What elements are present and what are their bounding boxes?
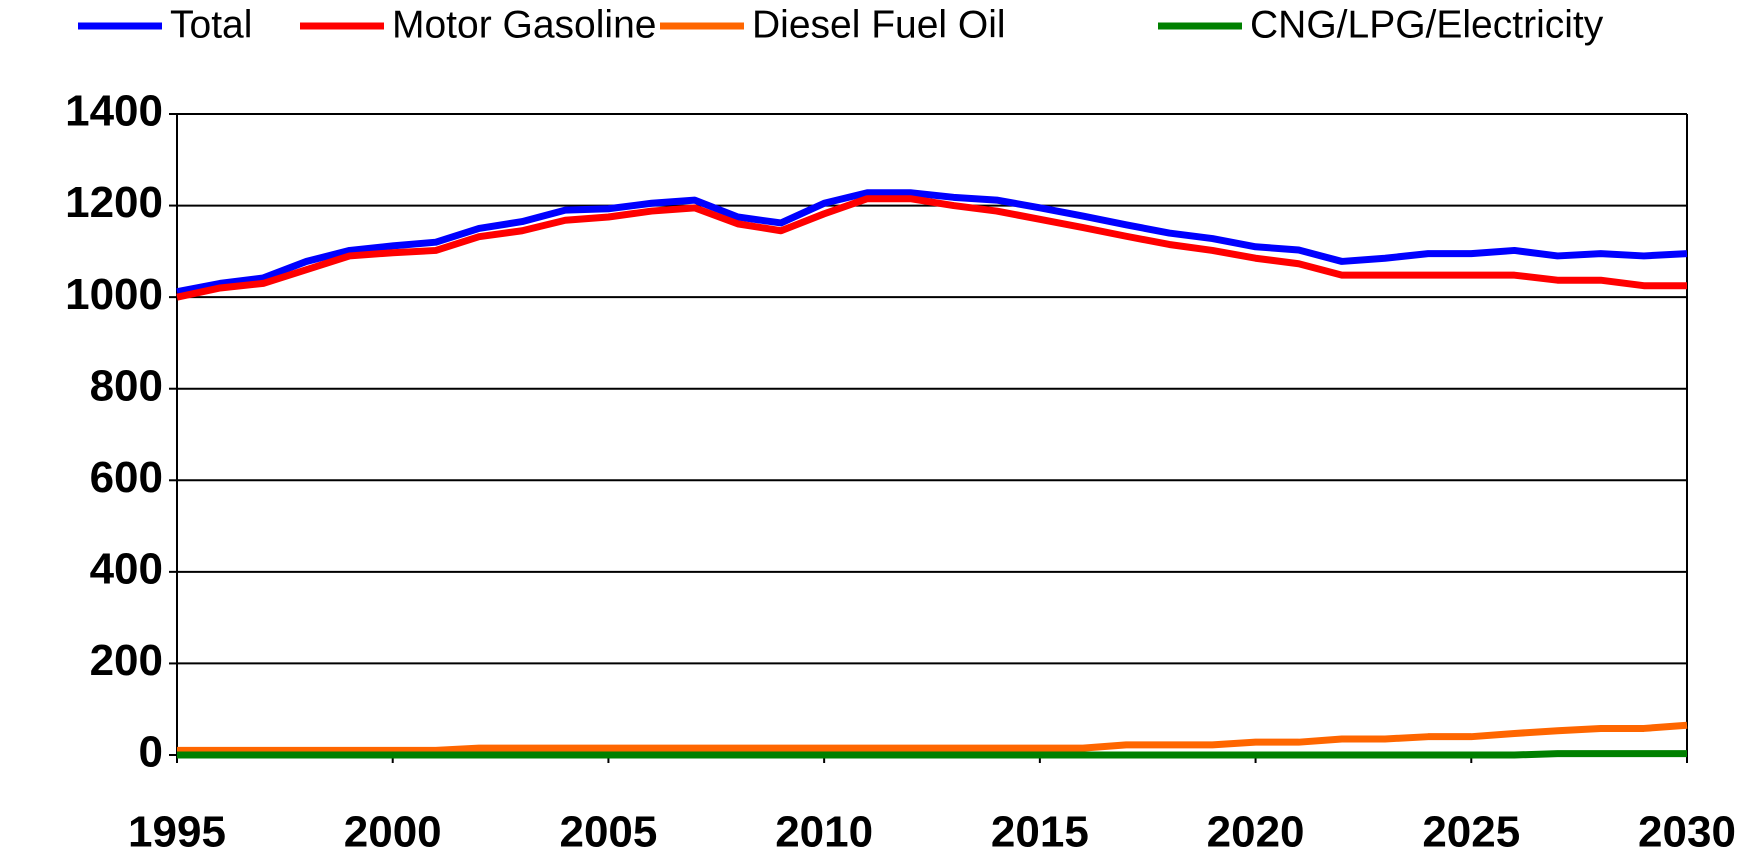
series-line: [176, 189, 1688, 296]
x-tick-label: 1995: [128, 808, 226, 857]
y-tick-label: 1400: [65, 87, 163, 136]
legend-label: Total: [170, 3, 252, 46]
x-tick-label: 2025: [1422, 808, 1520, 857]
legend-label: Motor Gasoline: [392, 3, 656, 46]
y-tick-label: 200: [90, 636, 163, 685]
x-tick-label: 2010: [775, 808, 873, 857]
x-tick-label: 2020: [1207, 808, 1305, 857]
x-tick-label: 2005: [559, 808, 657, 857]
y-tick-label: 600: [90, 453, 163, 502]
series-line: [177, 721, 1688, 754]
legend-label: Diesel Fuel Oil: [752, 3, 1006, 46]
x-tick-label: 2030: [1638, 808, 1736, 857]
y-tick-label: 1200: [65, 178, 163, 227]
y-tick-label: 0: [139, 728, 163, 777]
y-tick-label: 1000: [65, 270, 163, 319]
legend-label: CNG/LPG/Electricity: [1250, 3, 1604, 46]
series-line: [176, 195, 1687, 301]
x-tick-label: 2015: [991, 808, 1089, 857]
y-tick-label: 800: [90, 361, 163, 410]
y-tick-label: 400: [90, 544, 163, 593]
series-line: [177, 750, 1687, 759]
x-tick-label: 2000: [344, 808, 442, 857]
